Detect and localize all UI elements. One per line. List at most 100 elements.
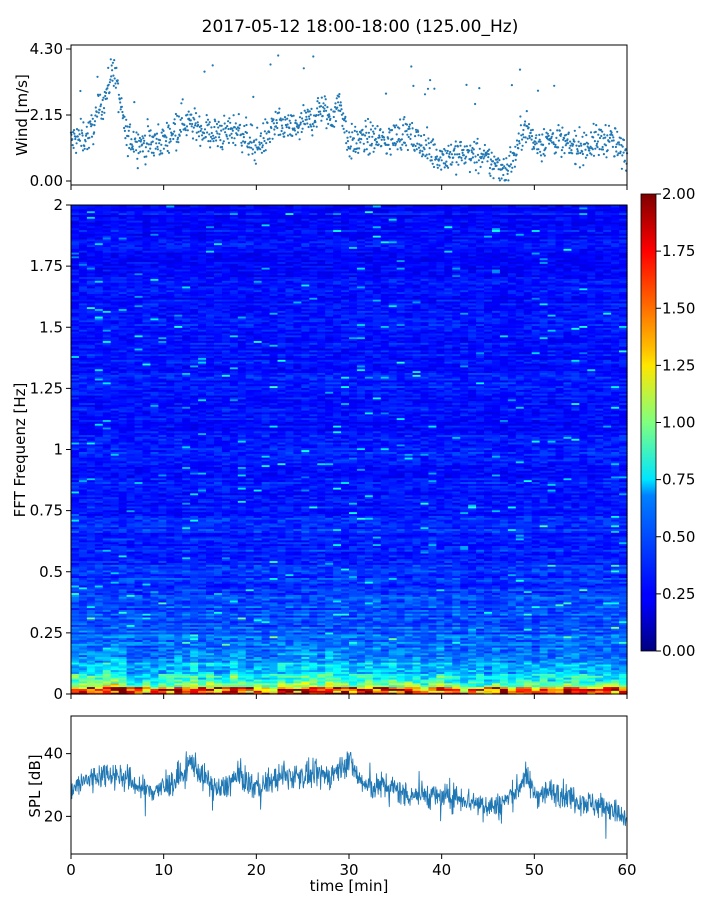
spectrogram-cell [182, 646, 191, 650]
spectrogram-cell [356, 678, 366, 682]
spectrogram-cell [619, 684, 628, 688]
spectrogram-cell [277, 662, 287, 665]
spectrogram-cell [547, 658, 557, 661]
spectrogram-cell [579, 680, 588, 684]
spectrogram-cell [150, 665, 159, 669]
spectrogram-cell [110, 648, 120, 652]
spectrogram-cell [587, 686, 596, 689]
wind-data-point [595, 142, 599, 145]
wind-data-point [114, 82, 117, 85]
wind-data-point [358, 137, 361, 140]
spectrogram-cell [444, 678, 453, 682]
spectrogram-cell [110, 671, 120, 674]
spectrogram-cell [71, 652, 80, 656]
spectrogram-cell [476, 682, 485, 686]
spectrogram-cell [134, 686, 144, 689]
spectrogram-cell [364, 656, 374, 659]
spectrogram-cell [325, 688, 334, 691]
wind-data-point [301, 120, 305, 123]
spectrogram-cell [174, 677, 183, 680]
spectrogram-cell [603, 671, 612, 674]
spectrogram-cell [277, 675, 287, 678]
spectrogram-cell [341, 658, 350, 661]
spectrogram-cell [325, 675, 334, 678]
spectrogram-cell [213, 690, 223, 693]
spectrogram-cell [349, 663, 358, 667]
spectrogram-cell [245, 688, 255, 691]
spectrogram-cell [190, 663, 199, 667]
spectrogram-cell [372, 692, 382, 695]
wind-data-point [433, 143, 436, 146]
wind-data-point [194, 112, 198, 115]
wind-data-point [378, 136, 381, 139]
spectrogram-cell [571, 682, 580, 686]
spectrogram-cell [150, 675, 159, 678]
spectrogram-cell [325, 663, 334, 667]
spectrogram-cell [110, 656, 120, 659]
wind-data-point [487, 153, 490, 156]
spectrogram-cell [158, 654, 167, 657]
spectrogram-cell [134, 656, 144, 659]
spectrogram-cell [229, 648, 239, 652]
wind-data-point [211, 137, 214, 140]
spectrogram-cell [460, 665, 469, 669]
spectrogram-cell [349, 684, 358, 688]
wind-data-point [402, 124, 405, 127]
spectrogram-cell [484, 682, 493, 686]
wind-data-point [333, 125, 336, 128]
spectrogram-cell [579, 658, 588, 661]
spectrogram-cell [142, 646, 152, 650]
spectrogram-cell [619, 675, 628, 678]
spectrogram-cell [221, 652, 231, 656]
spectrogram-cell [531, 667, 541, 671]
spectrogram-cell [515, 665, 525, 669]
wind-data-point [144, 163, 147, 166]
spectrogram-image [71, 205, 628, 695]
wind-data-point [470, 157, 473, 160]
wind-data-point [262, 150, 266, 153]
spectrogram-cell [531, 686, 541, 689]
spectrogram-cell [547, 665, 557, 669]
spectrogram-cell [213, 682, 223, 686]
wind-data-point [618, 143, 621, 146]
wind-data-point [112, 84, 115, 87]
wind-data-point [608, 140, 611, 143]
spectrogram-cell [484, 667, 493, 671]
wind-data-point [194, 122, 197, 125]
spectrogram-cell [277, 684, 287, 688]
wind-data-point [245, 123, 248, 127]
wind-data-point [482, 153, 485, 156]
wind-data-point [191, 122, 194, 126]
spectrogram-cell [547, 662, 557, 665]
spectrogram-cell [190, 646, 199, 650]
spectrogram-cell [245, 665, 255, 669]
spectrogram-cell [71, 667, 80, 671]
spectrogram-cell [206, 663, 215, 667]
spectrogram-cell [325, 667, 334, 671]
spectrogram-cell [221, 650, 231, 654]
spectrogram-cell [269, 660, 279, 663]
spectrogram-cell [118, 658, 128, 661]
spectrogram-cell [166, 665, 175, 669]
spectrogram-cell [619, 650, 628, 654]
wind-data-point [213, 125, 216, 129]
wind-data-point [293, 127, 296, 130]
spectrogram-cell [539, 658, 549, 661]
wind-data-point [606, 149, 609, 152]
spectrogram-cell [579, 677, 588, 680]
spectrogram-cell [555, 669, 565, 673]
spectrogram-cell [515, 678, 525, 682]
wind-data-point [277, 111, 281, 114]
spectrogram-cell [547, 656, 557, 659]
spectrogram-cell [523, 652, 533, 656]
wind-data-point [412, 143, 415, 146]
spectrogram-cell [388, 658, 398, 661]
spectrogram-cell [229, 688, 239, 691]
wind-data-point [453, 153, 456, 156]
spectrogram-cell [523, 688, 533, 691]
wind-data-point [232, 114, 235, 117]
wind-data-point [185, 125, 189, 128]
wind-data-point [179, 128, 182, 132]
spectrogram-cell [349, 662, 358, 665]
spectrogram-cell [388, 665, 398, 669]
